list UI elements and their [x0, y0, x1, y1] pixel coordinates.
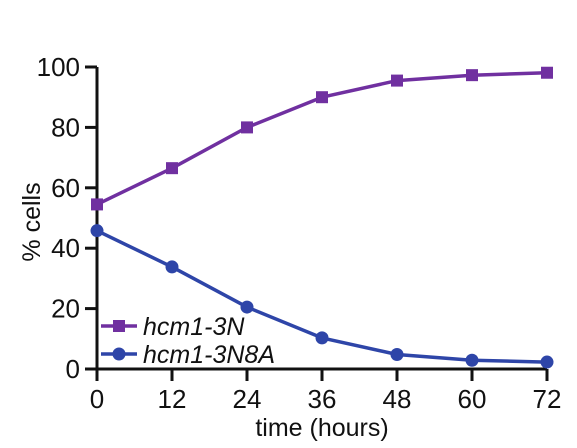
legend-item: hcm1-3N8A	[101, 341, 275, 369]
y-axis-title: % cells	[18, 182, 46, 261]
data-point	[166, 162, 178, 175]
data-point	[391, 74, 403, 87]
x-tick-label: 0	[90, 384, 104, 414]
data-point	[315, 331, 329, 345]
y-tick-label: 0	[66, 354, 80, 384]
y-tick-label: 40	[51, 233, 80, 263]
series-layer	[90, 66, 554, 369]
data-point	[241, 121, 253, 134]
data-point	[466, 69, 478, 82]
data-point	[541, 66, 553, 79]
data-point	[240, 300, 254, 314]
x-tick-label: 72	[533, 384, 562, 414]
series-hcm1-3N	[91, 66, 553, 211]
x-ticks: 0 12 24 36 48 60 72	[90, 369, 562, 414]
legend-item: hcm1-3N	[101, 313, 245, 341]
x-tick-label: 48	[383, 384, 412, 414]
series-hcm1-3N8A	[90, 224, 554, 369]
y-tick-label: 100	[37, 52, 80, 82]
y-tick-label: 80	[51, 112, 80, 142]
x-axis-title: time (hours)	[255, 414, 388, 442]
data-point	[91, 198, 103, 211]
x-tick-label: 60	[458, 384, 487, 414]
legend-swatch-marker	[112, 347, 126, 361]
axes: 0 20 40 60 80 100 0 12 24 36 48 60 72	[37, 52, 562, 414]
data-point	[90, 224, 104, 238]
y-tick-label: 60	[51, 173, 80, 203]
x-tick-label: 24	[233, 384, 262, 414]
y-ticks: 0 20 40 60 80 100	[37, 52, 97, 384]
x-tick-label: 36	[308, 384, 337, 414]
legend-swatch-marker	[113, 320, 125, 332]
data-point	[165, 260, 179, 274]
x-tick-label: 12	[158, 384, 187, 414]
y-tick-label: 20	[51, 294, 80, 324]
data-point	[316, 91, 328, 104]
legend-label: hcm1-3N8A	[143, 341, 275, 369]
data-point	[390, 348, 404, 362]
legend-label: hcm1-3N	[143, 313, 245, 341]
data-point	[540, 355, 554, 369]
data-point	[465, 353, 479, 367]
